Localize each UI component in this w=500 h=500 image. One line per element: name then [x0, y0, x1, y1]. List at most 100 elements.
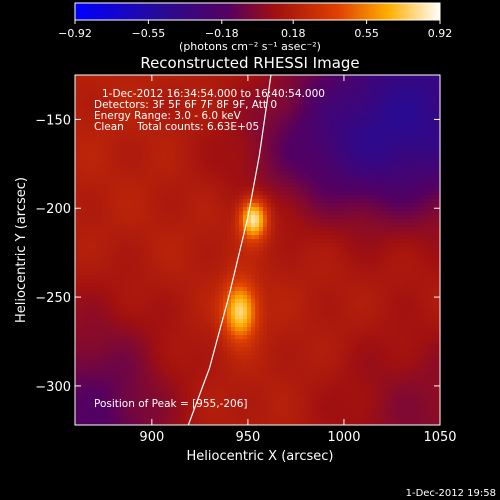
heatmap-cell — [187, 183, 191, 187]
heatmap-cell — [347, 263, 351, 267]
heatmap-cell — [167, 83, 171, 87]
heatmap-cell — [243, 215, 247, 219]
heatmap-cell — [151, 127, 155, 131]
heatmap-cell — [263, 223, 267, 227]
heatmap-cell — [251, 283, 255, 287]
heatmap-cell — [259, 107, 263, 111]
heatmap-cell — [155, 171, 159, 175]
heatmap-cell — [291, 175, 295, 179]
heatmap-cell — [203, 251, 207, 255]
heatmap-cell — [343, 195, 347, 199]
heatmap-cell — [379, 195, 383, 199]
heatmap-cell — [111, 123, 115, 127]
heatmap-cell — [423, 247, 427, 251]
heatmap-cell — [387, 235, 391, 239]
heatmap-cell — [183, 91, 187, 95]
heatmap-cell — [427, 239, 431, 243]
heatmap-cell — [247, 79, 251, 83]
heatmap-cell — [167, 231, 171, 235]
heatmap-cell — [211, 75, 215, 79]
heatmap-cell — [287, 167, 291, 171]
heatmap-cell — [171, 175, 175, 179]
heatmap-cell — [411, 155, 415, 159]
heatmap-cell — [119, 87, 123, 91]
heatmap-cell — [139, 215, 143, 219]
heatmap-cell — [95, 263, 99, 267]
heatmap-cell — [79, 223, 83, 227]
heatmap-cell — [391, 83, 395, 87]
heatmap-cell — [411, 239, 415, 243]
heatmap-cell — [103, 91, 107, 95]
heatmap-cell — [179, 179, 183, 183]
heatmap-cell — [423, 243, 427, 247]
heatmap-cell — [407, 123, 411, 127]
heatmap-cell — [187, 119, 191, 123]
heatmap-cell — [359, 243, 363, 247]
heatmap-cell — [259, 227, 263, 231]
heatmap-cell — [79, 267, 83, 271]
heatmap-cell — [431, 151, 435, 155]
heatmap-cell — [127, 235, 131, 239]
heatmap-cell — [243, 211, 247, 215]
heatmap-cell — [267, 251, 271, 255]
heatmap-cell — [203, 171, 207, 175]
heatmap-cell — [107, 171, 111, 175]
heatmap-cell — [199, 95, 203, 99]
heatmap-cell — [223, 147, 227, 151]
heatmap-cell — [227, 95, 231, 99]
heatmap-cell — [123, 279, 127, 283]
heatmap-cell — [431, 107, 435, 111]
heatmap-cell — [79, 99, 83, 103]
heatmap-cell — [343, 251, 347, 255]
heatmap-cell — [199, 83, 203, 87]
heatmap-cell — [143, 175, 147, 179]
heatmap-cell — [75, 219, 79, 223]
heatmap-cell — [211, 91, 215, 95]
heatmap-cell — [151, 203, 155, 207]
heatmap-cell — [263, 147, 267, 151]
heatmap-cell — [207, 155, 211, 159]
heatmap-cell — [99, 155, 103, 159]
heatmap-cell — [295, 191, 299, 195]
heatmap-cell — [171, 79, 175, 83]
heatmap-cell — [315, 279, 319, 283]
heatmap-cell — [111, 287, 115, 291]
heatmap-cell — [227, 107, 231, 111]
heatmap-cell — [179, 235, 183, 239]
heatmap-cell — [235, 255, 239, 259]
heatmap-cell — [199, 183, 203, 187]
heatmap-cell — [283, 151, 287, 155]
heatmap-cell — [375, 111, 379, 115]
heatmap-cell — [303, 199, 307, 203]
heatmap-cell — [387, 195, 391, 199]
heatmap-cell — [99, 259, 103, 263]
heatmap-cell — [411, 79, 415, 83]
heatmap-cell — [359, 99, 363, 103]
heatmap-cell — [427, 131, 431, 135]
heatmap-cell — [331, 215, 335, 219]
heatmap-cell — [263, 91, 267, 95]
heatmap-cell — [235, 147, 239, 151]
heatmap-cell — [287, 183, 291, 187]
heatmap-cell — [231, 91, 235, 95]
heatmap-cell — [403, 195, 407, 199]
heatmap-cell — [371, 223, 375, 227]
heatmap-cell — [263, 95, 267, 99]
heatmap-cell — [423, 179, 427, 183]
heatmap-cell — [227, 103, 231, 107]
heatmap-cell — [395, 163, 399, 167]
heatmap-cell — [179, 155, 183, 159]
heatmap-cell — [219, 239, 223, 243]
heatmap-cell — [343, 247, 347, 251]
heatmap-cell — [379, 183, 383, 187]
heatmap-cell — [343, 95, 347, 99]
heatmap-cell — [167, 227, 171, 231]
heatmap-cell — [375, 79, 379, 83]
heatmap-cell — [287, 103, 291, 107]
heatmap-cell — [195, 147, 199, 151]
heatmap-cell — [235, 223, 239, 227]
heatmap-cell — [375, 215, 379, 219]
heatmap-cell — [431, 163, 435, 167]
heatmap-cell — [399, 79, 403, 83]
heatmap-cell — [239, 283, 243, 287]
